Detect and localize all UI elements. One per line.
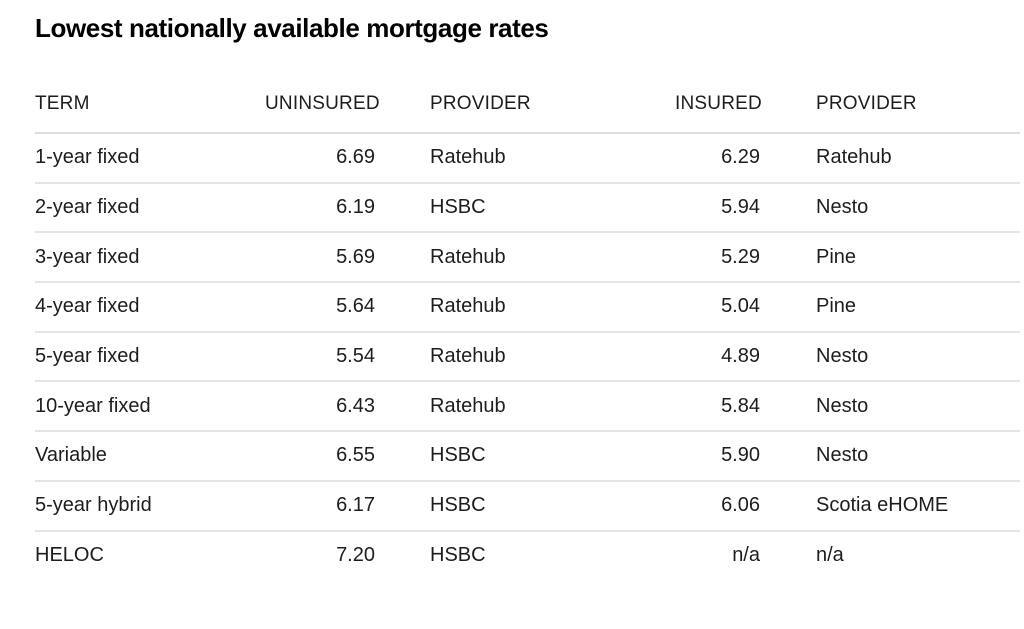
table-row: 1-year fixed 6.69 Ratehub 6.29 Ratehub [35, 133, 1020, 184]
term-cell: 4-year fixed [35, 282, 265, 333]
uninsured-provider-cell: Ratehub [375, 381, 675, 433]
term-cell: HELOC [35, 544, 104, 567]
table-body: 1-year fixed 6.69 Ratehub 6.29 Ratehub 2-year… [35, 133, 1020, 580]
mortgage-rates-figure: Lowest nationally available mortgage rat… [0, 13, 1024, 580]
table-row: 10-year fixed 6.43 Ratehub 5.84 Nesto [35, 381, 1020, 433]
header-provider-insured: PROVIDER [760, 43, 1020, 134]
uninsured-rate-cell: 5.54 [265, 331, 375, 383]
insured-provider-cell: Nesto [760, 331, 1020, 383]
term-cell: Variable [35, 431, 265, 482]
insured-rate-cell: n/a [732, 544, 760, 567]
insured-rate-cell: 5.94 [675, 182, 760, 234]
header-row: TERM UNINSURED PROVIDER INSURED PROVIDER [35, 43, 1020, 134]
term-cell: 10-year fixed [35, 381, 265, 433]
uninsured-rate-cell: 6.55 [265, 431, 375, 482]
mortgage-rates-table: TERM UNINSURED PROVIDER INSURED PROVIDER… [35, 43, 1020, 580]
insured-rate-cell: 5.84 [675, 381, 760, 433]
table-row: 5-year hybrid 6.17 HSBC 6.06 Scotia eHOME [35, 480, 1020, 532]
table-row: HELOC 7.20 HSBC n/a n/a [35, 531, 1020, 581]
uninsured-provider-cell: Ratehub [375, 331, 675, 383]
insured-rate-cell: 6.06 [675, 480, 760, 532]
insured-provider-cell: Nesto [760, 431, 1020, 482]
insured-provider-cell: n/a [816, 544, 844, 567]
term-cell: 1-year fixed [35, 133, 265, 184]
term-cell: 5-year hybrid [35, 480, 265, 532]
uninsured-rate-cell: 6.69 [265, 133, 375, 184]
insured-rate-cell: 5.29 [675, 232, 760, 284]
insured-rate-cell: 5.04 [675, 282, 760, 333]
term-cell: 2-year fixed [35, 182, 265, 234]
header-insured: INSURED [675, 43, 762, 134]
insured-provider-cell: Nesto [760, 381, 1020, 433]
insured-rate-cell: 4.89 [675, 331, 760, 383]
uninsured-rate-cell: 7.20 [336, 544, 375, 567]
term-cell: 5-year fixed [35, 331, 265, 383]
header-uninsured: UNINSURED [265, 43, 380, 134]
table-row: 4-year fixed 5.64 Ratehub 5.04 Pine [35, 282, 1020, 333]
table-header: TERM UNINSURED PROVIDER INSURED PROVIDER [35, 43, 1020, 134]
insured-rate-cell: 6.29 [675, 133, 760, 184]
uninsured-provider-cell: HSBC [430, 544, 486, 567]
uninsured-provider-cell: HSBC [375, 431, 675, 482]
uninsured-provider-cell: HSBC [375, 182, 675, 234]
uninsured-rate-cell: 6.17 [265, 480, 375, 532]
uninsured-rate-cell: 6.19 [265, 182, 375, 234]
header-provider-uninsured: PROVIDER [375, 43, 675, 134]
uninsured-rate-cell: 5.69 [265, 232, 375, 284]
insured-rate-cell: 5.90 [675, 431, 760, 482]
uninsured-provider-cell: HSBC [375, 480, 675, 532]
insured-provider-cell: Ratehub [760, 133, 1020, 184]
uninsured-provider-cell: Ratehub [375, 133, 675, 184]
table-row: 5-year fixed 5.54 Ratehub 4.89 Nesto [35, 331, 1020, 383]
insured-provider-cell: Pine [760, 282, 1020, 333]
uninsured-provider-cell: Ratehub [375, 232, 675, 284]
insured-provider-cell: Nesto [760, 182, 1020, 234]
insured-provider-cell: Scotia eHOME [760, 480, 1020, 532]
page-title: Lowest nationally available mortgage rat… [35, 13, 549, 43]
header-term: TERM [35, 43, 265, 134]
uninsured-rate-cell: 6.43 [265, 381, 375, 433]
table-row: 3-year fixed 5.69 Ratehub 5.29 Pine [35, 232, 1020, 284]
table-row: Variable 6.55 HSBC 5.90 Nesto [35, 431, 1020, 482]
uninsured-rate-cell: 5.64 [265, 282, 375, 333]
table-row: 2-year fixed 6.19 HSBC 5.94 Nesto [35, 182, 1020, 234]
uninsured-provider-cell: Ratehub [375, 282, 675, 333]
term-cell: 3-year fixed [35, 232, 265, 284]
insured-provider-cell: Pine [760, 232, 1020, 284]
